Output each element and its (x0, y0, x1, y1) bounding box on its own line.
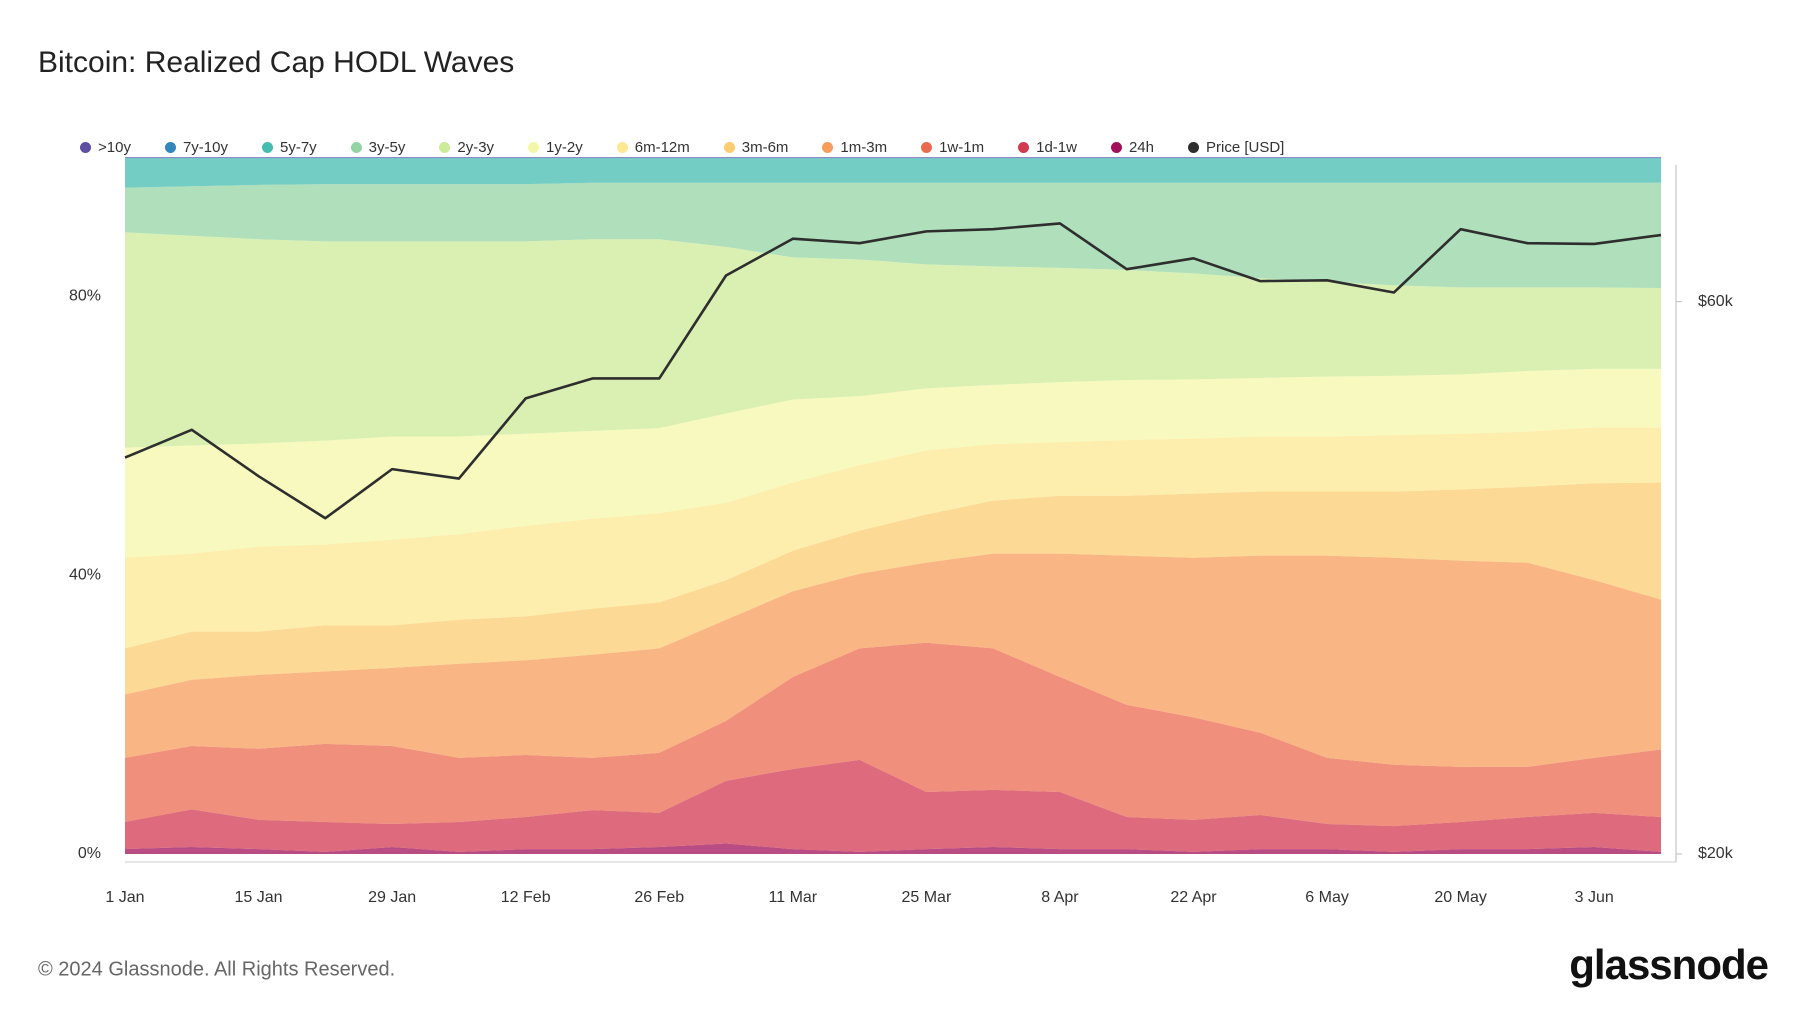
area (125, 482, 1661, 695)
area (125, 843, 1661, 854)
chart-title: Bitcoin: Realized Cap HODL Waves (38, 46, 514, 79)
legend-marker (1018, 142, 1030, 153)
legend-item[interactable]: 3y-5y (350, 139, 406, 156)
x-tick-label: 11 Mar (769, 889, 818, 906)
area (125, 182, 1661, 289)
x-tick-label: 22 Apr (1170, 889, 1217, 906)
area (125, 232, 1661, 448)
legend-label: 5y-7y (279, 139, 317, 156)
area (125, 427, 1661, 649)
legend-item[interactable]: 6m-12m (616, 139, 690, 156)
legend-marker (723, 142, 735, 153)
x-tick-label: 1 Jan (105, 889, 144, 906)
legend-label: 24h (1128, 139, 1154, 156)
y-tick-label: 0% (78, 845, 101, 862)
legend-marker (528, 142, 540, 153)
legend-item[interactable]: 2y-3y (439, 139, 494, 156)
area (125, 642, 1661, 827)
y-tick-label: 40% (69, 566, 101, 583)
x-tick-label: 29 Jan (368, 889, 416, 906)
legend-marker (164, 142, 176, 153)
legend-marker (1110, 142, 1122, 153)
area (125, 157, 1661, 158)
legend-marker (439, 142, 451, 153)
legend-label: 6m-12m (634, 139, 690, 156)
x-tick-label: 20 May (1434, 889, 1486, 906)
legend: >10y 7y-10y 5y-7y 3y-5y 2y-3y 1y-2y 6m-12m 3m-6… (80, 139, 1284, 156)
y2-tick-label: $20k (1698, 845, 1734, 862)
brand-logo: glassnode (1569, 941, 1768, 988)
legend-label: 2y-3y (457, 139, 495, 156)
legend-item[interactable]: 1y-2y (528, 139, 583, 156)
legend-label: 1y-2y (546, 139, 583, 156)
y-tick-label: 80% (69, 288, 101, 305)
legend-label: 1m-3m (840, 139, 888, 156)
legend-label: 7y-10y (182, 139, 228, 156)
x-tick-label: 3 Jun (1575, 889, 1614, 906)
x-tick-label: 26 Feb (634, 889, 684, 906)
area (125, 157, 1661, 159)
legend-item[interactable]: 1d-1w (1018, 139, 1077, 156)
copyright: © 2024 Glassnode. All Rights Reserved. (38, 958, 395, 980)
legend-marker (80, 142, 91, 153)
area (125, 158, 1661, 188)
legend-item[interactable]: 3m-6m (723, 139, 789, 156)
legend-item[interactable]: 24h (1110, 139, 1154, 156)
legend-item[interactable]: Price [USD] (1188, 139, 1284, 156)
legend-marker (616, 142, 628, 153)
legend-marker (822, 142, 834, 153)
legend-marker (1188, 142, 1199, 153)
legend-label: Price [USD] (1206, 139, 1285, 156)
legend-label: 1d-1w (1036, 139, 1077, 156)
legend-label: >10y (98, 139, 131, 156)
legend-marker (261, 142, 273, 153)
x-tick-label: 25 Mar (901, 889, 951, 906)
legend-marker (921, 142, 933, 153)
legend-item[interactable]: 5y-7y (261, 139, 317, 156)
x-tick-label: 15 Jan (235, 889, 283, 906)
area (125, 553, 1661, 767)
legend-label: 1w-1m (939, 139, 985, 156)
y2-tick-label: $60k (1698, 293, 1734, 310)
legend-marker (350, 142, 362, 153)
area (125, 759, 1661, 852)
legend-label: 3y-5y (368, 139, 406, 156)
areas (125, 157, 1661, 854)
legend-label: 3m-6m (741, 139, 789, 156)
area (125, 368, 1661, 558)
legend-item[interactable]: 7y-10y (164, 139, 228, 156)
x-tick-label: 12 Feb (501, 889, 551, 906)
x-tick-label: 6 May (1305, 889, 1349, 906)
legend-item[interactable]: >10y (80, 139, 131, 156)
price-line (124, 222, 1662, 520)
x-tick-label: 8 Apr (1041, 889, 1079, 906)
legend-item[interactable]: 1m-3m (822, 139, 887, 156)
legend-item[interactable]: 1w-1m (921, 139, 984, 156)
